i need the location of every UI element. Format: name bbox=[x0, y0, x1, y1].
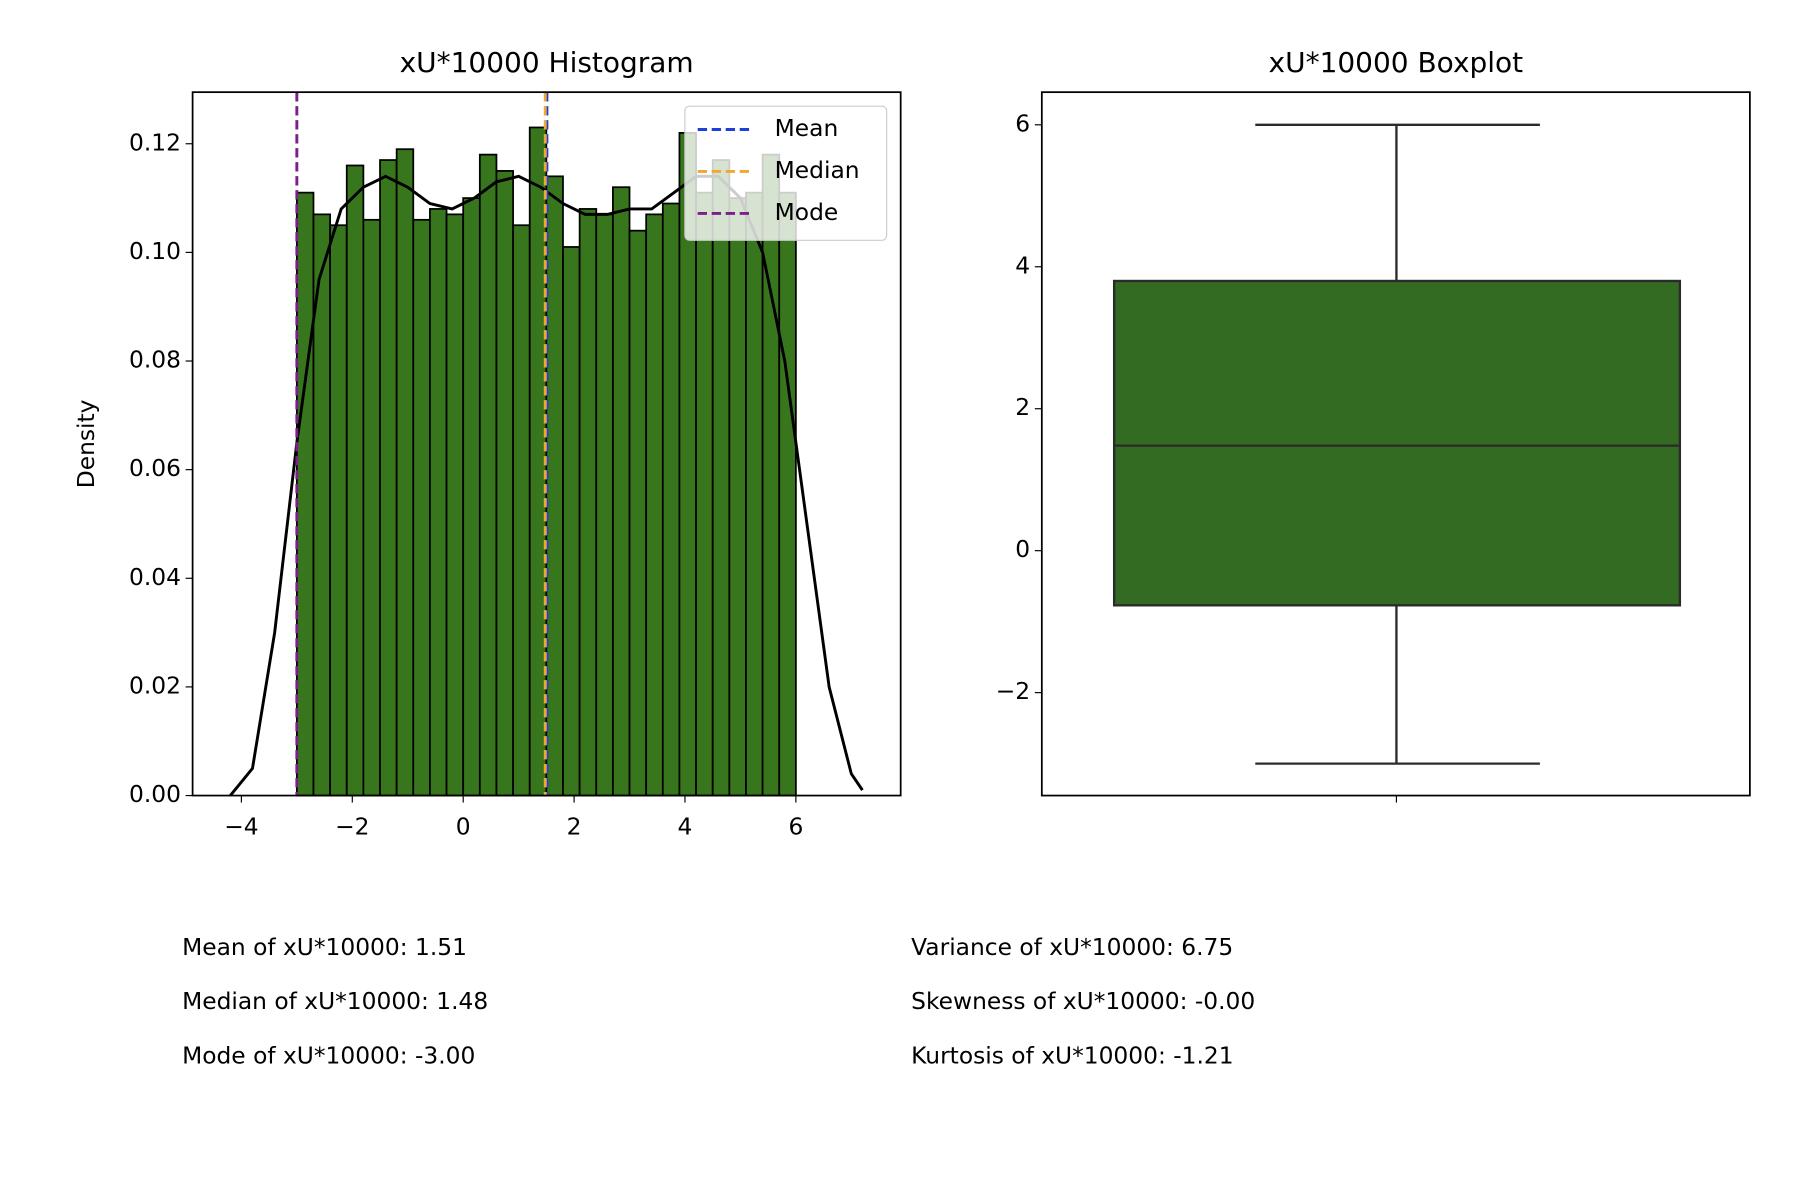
bar bbox=[329, 224, 348, 797]
bar bbox=[445, 213, 465, 797]
stat-text: Skewness of xU*10000: -0.00 bbox=[911, 987, 1255, 1015]
x-tick-label: 0 bbox=[456, 813, 471, 841]
stat-text: Median of xU*10000: 1.48 bbox=[182, 987, 488, 1015]
bar bbox=[545, 175, 564, 797]
x-tick-label: 4 bbox=[678, 813, 693, 841]
legend-label: Mean bbox=[775, 114, 839, 142]
y-tick-label: 0.02 bbox=[129, 671, 181, 699]
legend-label: Median bbox=[775, 156, 860, 184]
x-tick-label: 2 bbox=[567, 813, 582, 841]
y-tick-label: 0.10 bbox=[129, 237, 181, 265]
bar bbox=[362, 218, 381, 797]
bar bbox=[395, 148, 415, 797]
bar bbox=[345, 164, 365, 797]
y-tick-label: 0.08 bbox=[129, 346, 181, 374]
axes-frame bbox=[191, 91, 902, 797]
y-tick-label: 2 bbox=[1015, 393, 1030, 421]
y-axis-label: Density bbox=[72, 399, 100, 488]
bar bbox=[578, 208, 598, 797]
bar bbox=[512, 224, 531, 797]
legend: Mean Median Mode bbox=[684, 105, 888, 241]
bar bbox=[711, 159, 731, 797]
y-tick-label: 0.06 bbox=[129, 454, 181, 482]
bar bbox=[562, 246, 581, 797]
bar bbox=[612, 186, 631, 797]
bar bbox=[595, 213, 614, 797]
stat-text: Mean of xU*10000: 1.51 bbox=[182, 933, 467, 961]
y-tick-label: 0.00 bbox=[129, 780, 181, 808]
y-tick-label: 4 bbox=[1015, 251, 1030, 279]
chart-title: xU*10000 Boxplot bbox=[1269, 46, 1524, 79]
bar bbox=[379, 159, 398, 797]
stat-text: Mode of xU*10000: -3.00 bbox=[182, 1041, 475, 1069]
y-tick-label: 0.12 bbox=[129, 128, 181, 156]
bar bbox=[495, 170, 514, 797]
stat-text: Variance of xU*10000: 6.75 bbox=[911, 933, 1233, 961]
y-tick-label: 6 bbox=[1015, 109, 1030, 137]
stat-text: Kurtosis of xU*10000: -1.21 bbox=[911, 1041, 1233, 1069]
bar bbox=[745, 191, 764, 797]
bar bbox=[429, 208, 448, 797]
bar bbox=[295, 191, 315, 797]
bar bbox=[661, 202, 681, 797]
x-tick-label: 6 bbox=[788, 813, 803, 841]
bar bbox=[728, 197, 747, 797]
bar bbox=[695, 191, 714, 797]
box bbox=[1112, 279, 1682, 607]
bar bbox=[628, 229, 648, 797]
bar bbox=[462, 197, 481, 797]
legend-box bbox=[684, 105, 888, 241]
x-tick-label: −4 bbox=[224, 813, 258, 841]
bar bbox=[761, 153, 781, 797]
bar bbox=[645, 213, 664, 797]
x-tick-label: −2 bbox=[335, 813, 369, 841]
bar bbox=[778, 191, 797, 797]
legend-label: Mode bbox=[775, 198, 839, 226]
bar bbox=[478, 153, 498, 797]
chart-title: xU*10000 Histogram bbox=[400, 46, 694, 79]
axes-frame bbox=[1040, 91, 1751, 797]
y-tick-label: 0 bbox=[1015, 535, 1030, 563]
bar bbox=[412, 218, 431, 797]
y-tick-label: −2 bbox=[996, 677, 1030, 705]
y-tick-label: 0.04 bbox=[129, 563, 181, 591]
kde-line bbox=[229, 174, 864, 797]
